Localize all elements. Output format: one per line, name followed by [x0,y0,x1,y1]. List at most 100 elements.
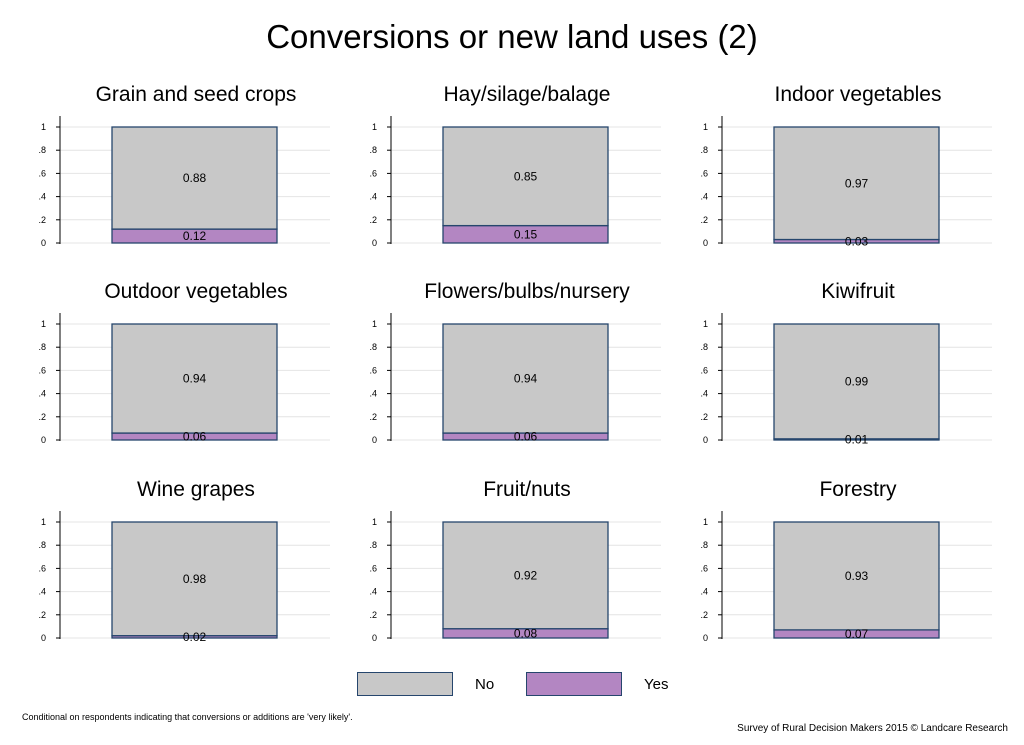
panel-title: Indoor vegetables [775,83,942,106]
y-tick-label: .4 [700,389,708,399]
y-tick-label: .2 [700,412,708,422]
data-label-no: 0.99 [845,374,869,388]
panel-8: Fruit/nuts 0 .2 .4 .6 .8 1 0.08 0.92 [369,478,661,643]
panel-title: Flowers/bulbs/nursery [424,280,630,303]
data-label-no: 0.98 [183,572,207,586]
bar-segment-no [111,521,278,637]
data-label-no: 0.88 [183,171,207,185]
panel-title: Kiwifruit [821,280,895,303]
y-tick-label: 1 [703,517,708,527]
panel-title: Fruit/nuts [483,478,571,501]
y-tick-label: .8 [38,145,46,155]
y-tick-label: .4 [369,587,377,597]
y-tick-label: .8 [700,145,708,155]
y-tick-label: .6 [38,168,46,178]
data-label-no: 0.92 [514,568,538,582]
data-label-yes: 0.06 [183,430,207,444]
legend-label-no: No [475,675,495,693]
panel-5: Flowers/bulbs/nursery 0 .2 .4 .6 .8 1 0.06 0.94 [369,280,661,445]
data-label-no: 0.94 [514,372,538,386]
y-tick-label: .4 [369,389,377,399]
y-tick-label: .8 [700,540,708,550]
bar-segment-no [442,521,609,630]
y-tick-label: .6 [700,168,708,178]
y-tick-label: 1 [41,319,46,329]
data-label-yes: 0.15 [514,227,538,241]
y-tick-label: 1 [372,517,377,527]
data-label-no: 0.85 [514,169,538,183]
bar-segment-no [111,126,278,230]
data-label-yes: 0.07 [845,627,869,641]
data-label-yes: 0.12 [183,229,207,243]
panel-title: Wine grapes [137,478,255,501]
bar-segment-no [773,323,940,440]
panel-1: Grain and seed crops 0 .2 .4 .6 .8 1 0.12 0.88 [38,83,330,248]
y-tick-label: 0 [703,238,708,248]
y-tick-label: .2 [38,610,46,620]
data-label-yes: 0.03 [845,234,869,248]
y-tick-label: .4 [700,587,708,597]
y-tick-label: 1 [41,517,46,527]
y-tick-label: 0 [372,435,377,445]
y-tick-label: 1 [703,319,708,329]
panel-title: Grain and seed crops [96,83,297,106]
data-label-no: 0.97 [845,176,869,190]
data-label-yes: 0.08 [514,626,538,640]
data-label-no: 0.93 [845,569,869,583]
y-tick-label: .4 [38,192,46,202]
legend: No Yes [357,671,677,697]
y-tick-label: .2 [369,412,377,422]
y-tick-label: .6 [38,563,46,573]
bar-segment-no [442,323,609,434]
data-label-yes: 0.02 [183,630,207,644]
y-tick-label: 1 [703,122,708,132]
y-tick-label: 1 [372,122,377,132]
y-tick-label: .6 [369,168,377,178]
panel-7: Wine grapes 0 .2 .4 .6 .8 1 0.02 0.98 [38,478,330,644]
legend-label-yes: Yes [644,675,669,693]
panel-title: Outdoor vegetables [104,280,287,303]
y-tick-label: 0 [41,633,46,643]
y-tick-label: .4 [700,192,708,202]
panel-3: Indoor vegetables 0 .2 .4 .6 .8 1 0.03 0.97 [700,83,992,248]
footnote: Conditional on respondents indicating th… [22,712,353,722]
y-tick-label: .8 [369,540,377,550]
y-tick-label: .4 [38,587,46,597]
y-tick-label: 1 [372,319,377,329]
bar-segment-no [773,521,940,631]
y-tick-label: 0 [41,435,46,445]
bar-segment-no [442,126,609,227]
panel-2: Hay/silage/balage 0 .2 .4 .6 .8 1 0.15 0.85 [369,83,661,248]
y-tick-label: .8 [38,342,46,352]
y-tick-label: 0 [372,238,377,248]
panel-9: Forestry 0 .2 .4 .6 .8 1 0.07 0.93 [700,478,992,643]
y-tick-label: .6 [38,365,46,375]
y-tick-label: .2 [38,215,46,225]
y-tick-label: .4 [38,389,46,399]
y-tick-label: 0 [703,633,708,643]
y-tick-label: .2 [700,215,708,225]
y-tick-label: .8 [38,540,46,550]
legend-swatch-no [357,672,453,696]
y-tick-label: .8 [700,342,708,352]
data-label-no: 0.94 [183,372,207,386]
legend-item-yes: Yes [526,671,668,697]
source-credit: Survey of Rural Decision Makers 2015 © L… [737,723,1008,734]
y-tick-label: .2 [369,610,377,620]
legend-swatch-yes [526,672,622,696]
y-tick-label: .6 [369,365,377,375]
data-label-yes: 0.01 [845,432,869,446]
y-tick-label: .4 [369,192,377,202]
bar-segment-no [111,323,278,434]
panel-title: Hay/silage/balage [444,83,611,106]
data-label-yes: 0.06 [514,430,538,444]
y-tick-label: 0 [41,238,46,248]
chart-title: Conversions or new land uses (2) [266,18,758,55]
legend-item-no: No [357,671,494,697]
y-tick-label: .6 [700,365,708,375]
y-tick-label: .6 [369,563,377,573]
y-tick-label: .8 [369,145,377,155]
y-tick-label: .2 [369,215,377,225]
y-tick-label: .2 [38,412,46,422]
panel-title: Forestry [819,478,897,501]
